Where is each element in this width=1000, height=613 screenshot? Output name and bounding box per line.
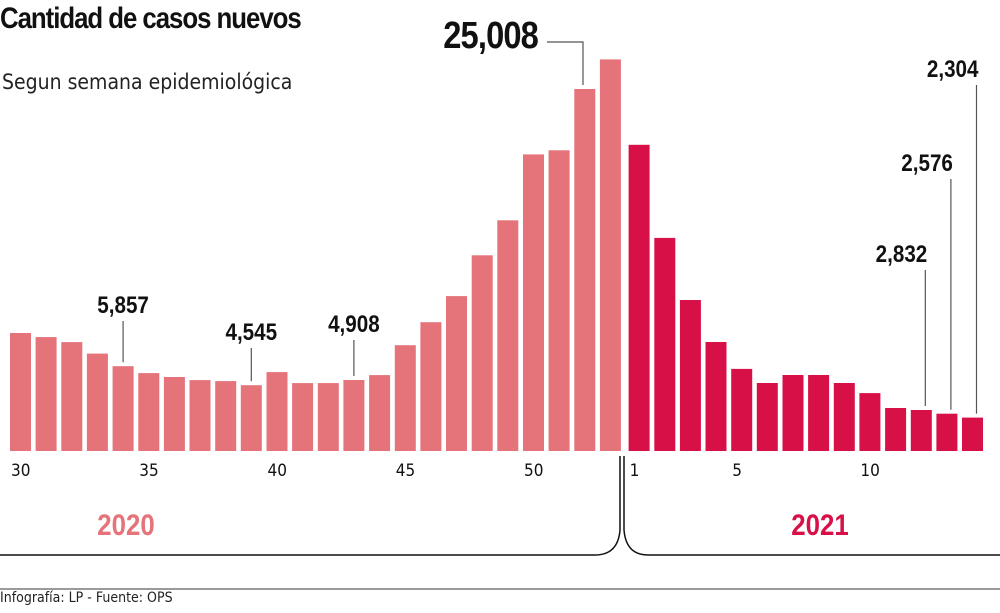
bar-2020-week-35: [138, 373, 160, 451]
bar-2020-week-36: [163, 377, 185, 451]
bar-2021-week-3: [679, 300, 701, 451]
bracket-2020: [0, 456, 621, 556]
bar-2021-week-2: [654, 237, 676, 451]
x-tick-label: 35: [139, 460, 158, 480]
annotations-group: 5,857 4,545 4,908 25,008 2,832 2,576 2,304: [97, 14, 979, 414]
bar-2021-week-1: [628, 144, 650, 452]
bar-2020-week-51: [548, 150, 570, 452]
bar-2021-week-13: [936, 413, 958, 451]
bar-2021-week-7: [782, 375, 804, 451]
bar-2020-week-44: [369, 375, 391, 451]
bar-2020-week-47: [446, 296, 467, 451]
annotation-label: 25,008: [443, 14, 538, 57]
chart-title: Cantidad de casos nuevos: [0, 2, 302, 35]
annotation-label: 4,908: [328, 311, 380, 338]
x-axis-ticks: 30 35 40 45 50 1 5 10: [11, 460, 880, 480]
year-brackets: 2020 2021: [0, 456, 1000, 556]
bar-2021-week-4: [705, 342, 727, 451]
bar-2020-week-49: [497, 220, 519, 451]
bar-2020-week-34: [112, 366, 134, 451]
footer-divider: [0, 588, 1000, 590]
annotation-label: 2,304: [927, 56, 979, 83]
bar-2020-week-46: [420, 322, 442, 451]
bar-2021-week-14: [962, 417, 983, 451]
bar-2020-week-38: [215, 381, 237, 451]
x-tick-label: 40: [268, 460, 287, 480]
x-tick-label: 5: [732, 460, 742, 480]
bar-2021-week-10: [859, 393, 881, 451]
bar-2021-week-11: [885, 408, 907, 451]
bar-2020-week-39: [240, 385, 262, 451]
annotation-label: 2,576: [901, 150, 953, 177]
bar-2020-week-33: [86, 353, 108, 451]
annotation-leader: [547, 41, 584, 85]
bar-2020-week-30: [10, 333, 31, 451]
annotation-label: 4,545: [225, 319, 277, 346]
bar-2020-week-43: [343, 380, 365, 451]
x-tick-label: 45: [396, 460, 415, 480]
bar-2020-week-50: [523, 154, 544, 451]
bar-2020-week-53: [599, 59, 621, 452]
bars-group: [10, 59, 983, 452]
bar-2021-week-8: [808, 375, 830, 451]
annotation-label: 2,832: [876, 241, 928, 268]
x-tick-label: 30: [11, 460, 30, 480]
bar-2021-week-12: [910, 410, 932, 451]
bracket-2021: [623, 456, 1000, 556]
bar-2020-week-52: [574, 89, 596, 451]
bar-2020-week-45: [394, 345, 416, 451]
bar-2020-week-41: [292, 383, 314, 451]
bar-2021-week-6: [756, 383, 778, 451]
bar-2021-week-9: [833, 383, 855, 451]
bar-2020-week-37: [189, 380, 211, 451]
bar-2021-week-5: [731, 368, 753, 451]
bar-2020-week-40: [266, 372, 288, 451]
chart-subtitle: Segun semana epidemiológica: [2, 70, 293, 94]
x-tick-label: 1: [630, 460, 640, 480]
footer-credit: Infografía: LP - Fuente: OPS: [0, 590, 173, 606]
x-tick-label: 50: [524, 460, 543, 480]
bar-2020-week-31: [35, 337, 57, 451]
bar-2020-week-48: [471, 255, 493, 451]
annotation-label: 5,857: [97, 292, 149, 319]
year-label-2020: 2020: [97, 508, 154, 541]
year-label-2021: 2021: [791, 508, 848, 541]
x-tick-label: 10: [860, 460, 879, 480]
bar-2020-week-32: [61, 342, 83, 451]
bar-2020-week-42: [317, 383, 339, 451]
